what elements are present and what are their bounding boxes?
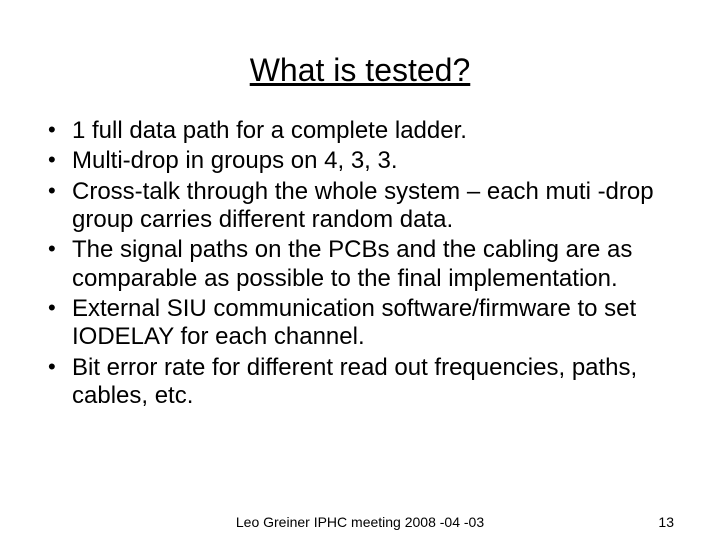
bullet-item: External SIU communication software/firm…	[38, 295, 682, 352]
footer-author-date: Leo Greiner IPHC meeting 2008 -04 -03	[236, 514, 484, 530]
bullet-item: Bit error rate for different read out fr…	[38, 354, 682, 411]
slide-title: What is tested?	[38, 52, 682, 89]
bullet-list: 1 full data path for a complete ladder. …	[38, 117, 682, 410]
footer-page-number: 13	[658, 514, 674, 530]
bullet-item: 1 full data path for a complete ladder.	[38, 117, 682, 145]
slide: What is tested? 1 full data path for a c…	[0, 0, 720, 540]
bullet-item: The signal paths on the PCBs and the cab…	[38, 236, 682, 293]
bullet-item: Cross-talk through the whole system – ea…	[38, 178, 682, 235]
bullet-item: Multi-drop in groups on 4, 3, 3.	[38, 147, 682, 175]
